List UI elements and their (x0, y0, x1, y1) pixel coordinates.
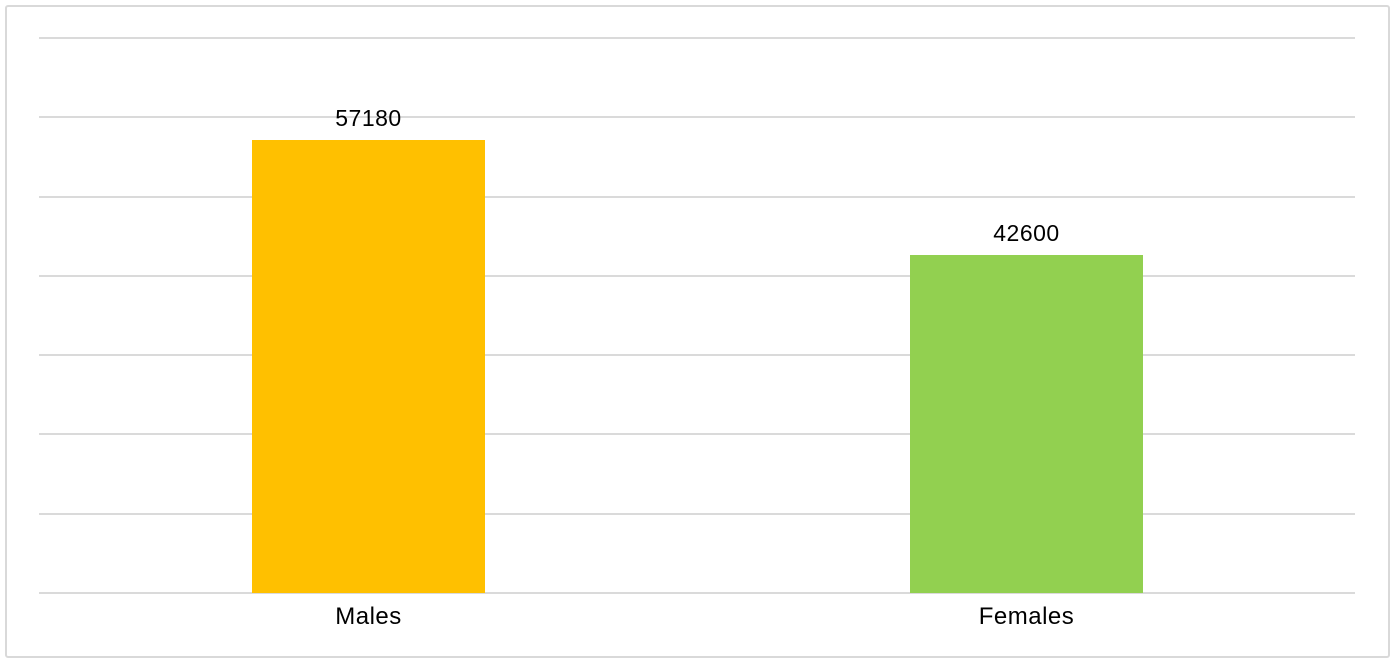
gridline-30000 (39, 354, 1355, 357)
category-label-males: Males (335, 603, 402, 630)
data-label-females: 42600 (993, 220, 1060, 247)
bar-group-males: 57180 (252, 38, 485, 593)
gridline-20000 (39, 433, 1355, 436)
gridline-60000 (39, 116, 1355, 119)
bar-males (252, 139, 485, 593)
bar-group-females: 42600 (910, 38, 1143, 593)
gridline-40000 (39, 274, 1355, 277)
gridline-50000 (39, 195, 1355, 198)
bar-females (910, 255, 1143, 593)
gridline-70000 (39, 37, 1355, 39)
plot-area: 57180 42600 Males Females (39, 37, 1355, 630)
chart-frame: 57180 42600 Males Females (5, 5, 1390, 658)
category-label-females: Females (978, 603, 1075, 630)
data-label-males: 57180 (335, 104, 402, 131)
x-axis-line (39, 592, 1355, 594)
gridline-10000 (39, 512, 1355, 515)
